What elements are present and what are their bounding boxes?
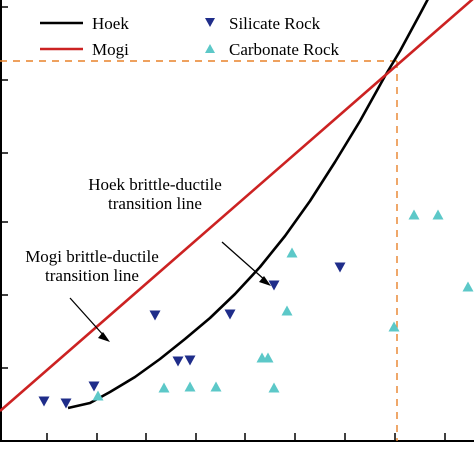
annotations: Hoek brittle-ductile transition line Mog…	[25, 175, 271, 342]
marker-silicate-rock	[268, 280, 280, 291]
marker-carbonate-rock	[268, 382, 280, 393]
series-line-hoek	[67, 0, 429, 410]
marker-carbonate-rock	[210, 381, 222, 392]
mogi-annotation-arrow	[69, 297, 106, 338]
legend-silicate-label: Silicate Rock	[229, 14, 321, 33]
legend: Hoek Mogi Silicate Rock Carbonate Rock	[40, 14, 339, 59]
mogi-annotation-line-2: transition line	[45, 266, 139, 285]
mogi-annotation-line-1: Mogi brittle-ductile	[25, 247, 159, 266]
marker-carbonate-rock	[388, 321, 400, 332]
marker-silicate-rock	[60, 398, 72, 409]
marker-silicate-rock	[149, 310, 161, 321]
series-line-mogi	[0, 0, 474, 412]
marker-carbonate-rock	[432, 209, 444, 220]
marker-carbonate-rock	[408, 209, 420, 220]
marker-carbonate-rock	[462, 281, 474, 292]
hoek-annotation-arrow	[221, 241, 267, 282]
marker-silicate-rock	[224, 309, 236, 320]
legend-silicate-marker	[205, 18, 215, 27]
series-layer	[0, 0, 474, 441]
marker-carbonate-rock	[158, 382, 170, 393]
legend-mogi-label: Mogi	[92, 40, 129, 59]
marker-carbonate-rock	[262, 352, 274, 363]
marker-carbonate-rock	[184, 381, 196, 392]
marker-carbonate-rock	[92, 390, 104, 401]
marker-silicate-rock	[172, 356, 184, 367]
hoek-annotation-line-1: Hoek brittle-ductile	[88, 175, 222, 194]
legend-hoek-label: Hoek	[92, 14, 129, 33]
axis-ticks	[0, 0, 474, 442]
legend-carbonate-label: Carbonate Rock	[229, 40, 339, 59]
marker-silicate-rock	[38, 396, 50, 407]
marker-carbonate-rock	[281, 305, 293, 316]
marker-silicate-rock	[184, 355, 196, 366]
legend-carbonate-marker	[205, 44, 215, 53]
marker-silicate-rock	[334, 262, 346, 273]
markers-layer	[38, 209, 474, 409]
mogi-annotation-arrowhead	[98, 332, 110, 342]
hoek-annotation-line-2: transition line	[108, 194, 202, 213]
marker-carbonate-rock	[286, 247, 298, 258]
marker-silicate-rock	[88, 381, 100, 392]
hoek-annotation-arrowhead	[259, 276, 271, 286]
